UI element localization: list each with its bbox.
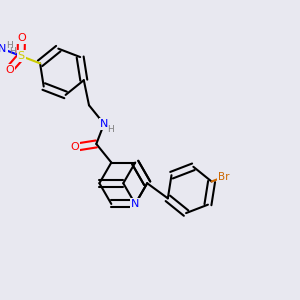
- Text: O: O: [71, 142, 80, 152]
- Text: N: N: [0, 44, 6, 54]
- Text: H: H: [6, 41, 13, 50]
- Text: O: O: [5, 64, 14, 75]
- Text: O: O: [17, 33, 26, 43]
- Text: N: N: [131, 199, 140, 209]
- Text: H: H: [9, 47, 16, 56]
- Text: H: H: [107, 124, 114, 134]
- Text: N: N: [100, 119, 108, 129]
- Text: Br: Br: [218, 172, 229, 182]
- Text: S: S: [17, 51, 25, 61]
